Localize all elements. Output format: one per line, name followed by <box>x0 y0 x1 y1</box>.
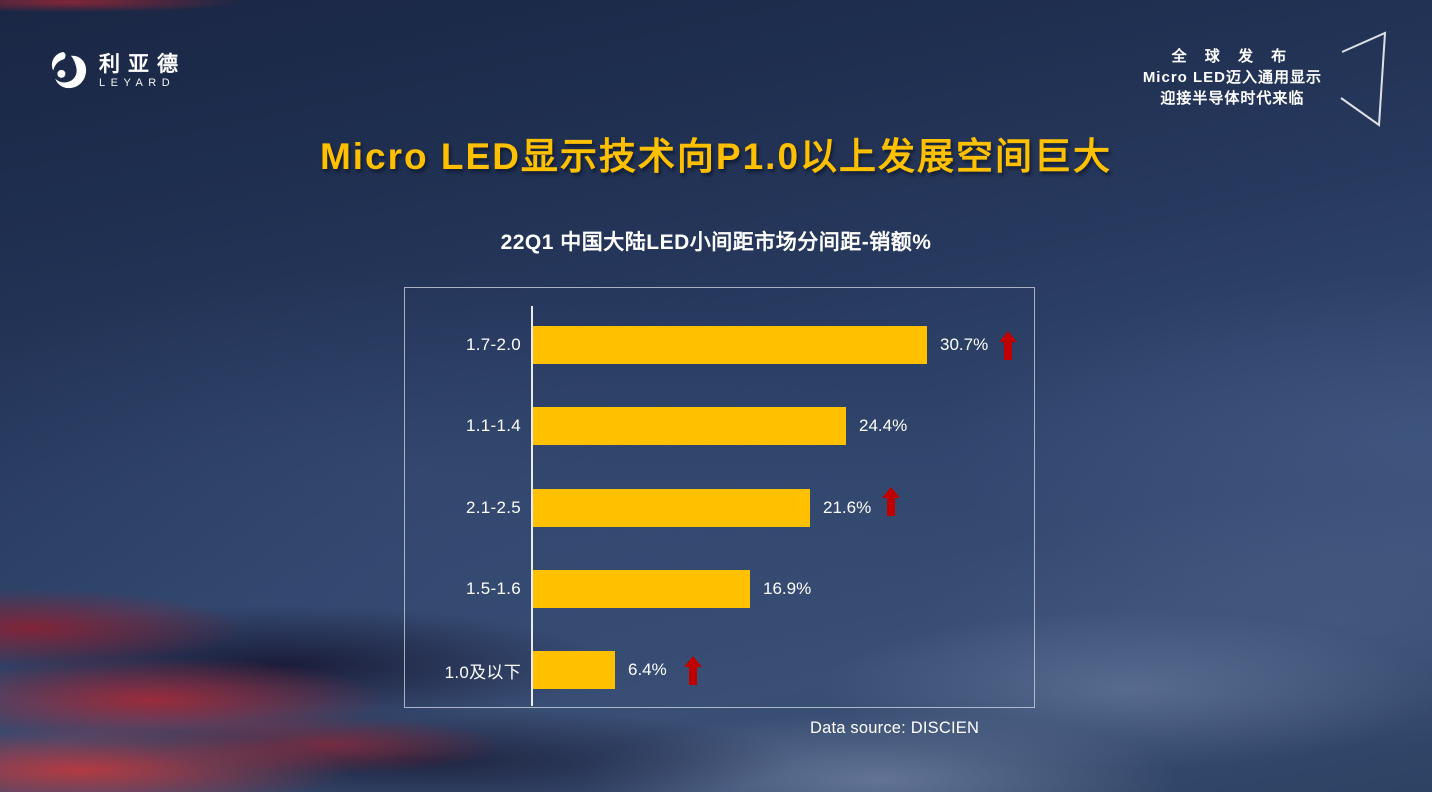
logo-en-text: LEYARD <box>99 76 176 89</box>
logo-cn-text: 利亚德 <box>99 52 186 76</box>
data-source-note: Data source: DISCIEN <box>810 719 980 737</box>
bar-chart: 1.7-2.0 30.7% 1.1-1.4 24.4% 2.1-2.5 21.6% 1.5-… <box>404 287 1035 708</box>
bar-row: 1.1-1.4 24.4% <box>405 407 1034 446</box>
bar <box>533 488 810 527</box>
leyard-logo-icon <box>51 52 87 89</box>
up-arrow-icon <box>683 655 702 685</box>
bar <box>533 326 927 364</box>
value-label: 24.4% <box>859 416 908 436</box>
hero-claim-line1: 全 球 发 布 <box>1171 48 1294 65</box>
category-label: 1.1-1.4 <box>465 416 521 436</box>
hero-claim-line3: 迎接半导体时代来临 <box>1160 90 1305 107</box>
chart-axis-line <box>531 306 533 706</box>
bar-row: 1.7-2.0 30.7% <box>405 326 1034 364</box>
slide-title: Micro LED显示技术向P1.0以上发展空间巨大 <box>319 136 1113 177</box>
value-label: 21.6% <box>823 497 872 517</box>
leyard-logo-text: 利亚德 LEYARD <box>99 53 186 90</box>
bar-row: 1.0及以下 6.4% <box>405 651 1034 690</box>
bar <box>533 651 615 690</box>
value-label: 30.7% <box>940 335 989 354</box>
value-label: 6.4% <box>628 660 667 680</box>
chart-title: 22Q1 中国大陆LED小间距市场分间距-销额% <box>500 231 932 254</box>
angled-screen-outline-icon <box>1340 31 1387 127</box>
up-arrow-icon <box>882 487 901 517</box>
hero-claim-line2: Micro LED迈入通用显示 <box>1142 69 1322 86</box>
hero-claim: 全 球 发 布 Micro LED迈入通用显示 迎接半导体时代来临 <box>1143 46 1322 109</box>
bar-row: 2.1-2.5 21.6% <box>405 487 1034 527</box>
bar-row: 1.5-1.6 16.9% <box>405 569 1034 608</box>
category-label: 2.1-2.5 <box>465 497 521 517</box>
value-label: 16.9% <box>763 578 812 598</box>
bar <box>533 407 846 446</box>
up-arrow-icon <box>999 330 1018 360</box>
category-label: 1.7-2.0 <box>465 335 521 354</box>
category-label: 1.5-1.6 <box>465 578 521 598</box>
bar <box>533 569 750 608</box>
leyard-logo: 利亚德 LEYARD <box>50 50 186 92</box>
category-label: 1.0及以下 <box>444 662 521 682</box>
